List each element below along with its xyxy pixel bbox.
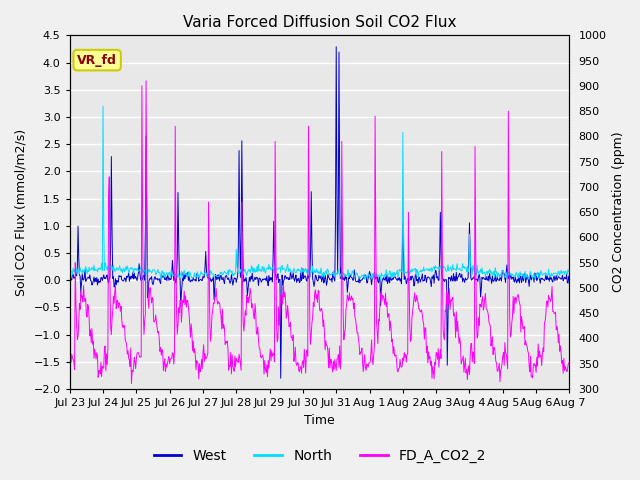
X-axis label: Time: Time (304, 414, 335, 427)
Text: VR_fd: VR_fd (77, 54, 117, 67)
Title: Varia Forced Diffusion Soil CO2 Flux: Varia Forced Diffusion Soil CO2 Flux (183, 15, 456, 30)
Y-axis label: CO2 Concentration (ppm): CO2 Concentration (ppm) (612, 132, 625, 292)
Y-axis label: Soil CO2 Flux (mmol/m2/s): Soil CO2 Flux (mmol/m2/s) (15, 129, 28, 296)
Legend: West, North, FD_A_CO2_2: West, North, FD_A_CO2_2 (148, 443, 492, 468)
